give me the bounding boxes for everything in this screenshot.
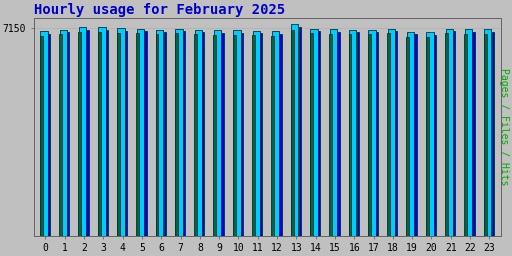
- Bar: [426, 37, 429, 236]
- Bar: [125, 31, 127, 236]
- Bar: [252, 35, 255, 236]
- Bar: [40, 36, 42, 236]
- Bar: [407, 32, 414, 236]
- Bar: [395, 31, 397, 236]
- Bar: [156, 34, 159, 236]
- Bar: [349, 30, 356, 236]
- Bar: [484, 34, 486, 236]
- Bar: [214, 35, 217, 236]
- Y-axis label: Pages / Files / Hits: Pages / Files / Hits: [499, 68, 509, 186]
- Bar: [137, 29, 144, 236]
- Bar: [280, 34, 282, 236]
- Bar: [175, 33, 178, 236]
- Bar: [426, 32, 434, 236]
- Bar: [222, 33, 224, 236]
- Bar: [175, 29, 183, 236]
- Bar: [376, 33, 378, 236]
- Bar: [59, 35, 62, 236]
- Bar: [337, 32, 339, 236]
- Bar: [407, 37, 409, 236]
- Bar: [241, 33, 243, 236]
- Bar: [233, 35, 236, 236]
- Bar: [329, 34, 332, 236]
- Bar: [445, 29, 453, 236]
- Bar: [445, 33, 448, 236]
- Bar: [434, 35, 436, 236]
- Bar: [233, 30, 241, 236]
- Bar: [453, 31, 455, 236]
- Bar: [484, 29, 492, 236]
- Bar: [349, 35, 351, 236]
- Bar: [318, 31, 321, 236]
- Bar: [105, 29, 108, 236]
- Bar: [388, 29, 395, 236]
- Bar: [464, 34, 467, 236]
- Bar: [117, 28, 125, 236]
- Bar: [98, 27, 105, 236]
- Bar: [291, 29, 293, 236]
- Bar: [117, 33, 120, 236]
- Bar: [144, 31, 146, 236]
- Bar: [310, 33, 313, 236]
- Bar: [473, 32, 475, 236]
- Bar: [330, 29, 337, 236]
- Bar: [260, 33, 262, 236]
- Bar: [194, 34, 197, 236]
- Bar: [214, 30, 221, 236]
- Bar: [465, 29, 472, 236]
- Bar: [136, 33, 139, 236]
- Bar: [492, 31, 494, 236]
- Bar: [356, 33, 359, 236]
- Bar: [183, 31, 185, 236]
- Bar: [387, 33, 390, 236]
- Bar: [272, 31, 279, 236]
- Bar: [310, 29, 318, 236]
- Bar: [368, 35, 371, 236]
- Bar: [298, 27, 301, 236]
- Bar: [195, 29, 202, 236]
- Text: Hourly usage for February 2025: Hourly usage for February 2025: [34, 3, 285, 17]
- Bar: [79, 27, 86, 236]
- Bar: [98, 31, 100, 236]
- Bar: [67, 33, 70, 236]
- Bar: [59, 29, 67, 236]
- Bar: [87, 30, 89, 236]
- Bar: [48, 34, 50, 236]
- Bar: [40, 31, 48, 236]
- Bar: [156, 29, 163, 236]
- Bar: [414, 35, 417, 236]
- Bar: [252, 31, 260, 236]
- Bar: [291, 24, 298, 236]
- Bar: [368, 30, 376, 236]
- Bar: [202, 32, 204, 236]
- Bar: [164, 32, 166, 236]
- Bar: [78, 33, 81, 236]
- Bar: [271, 36, 274, 236]
